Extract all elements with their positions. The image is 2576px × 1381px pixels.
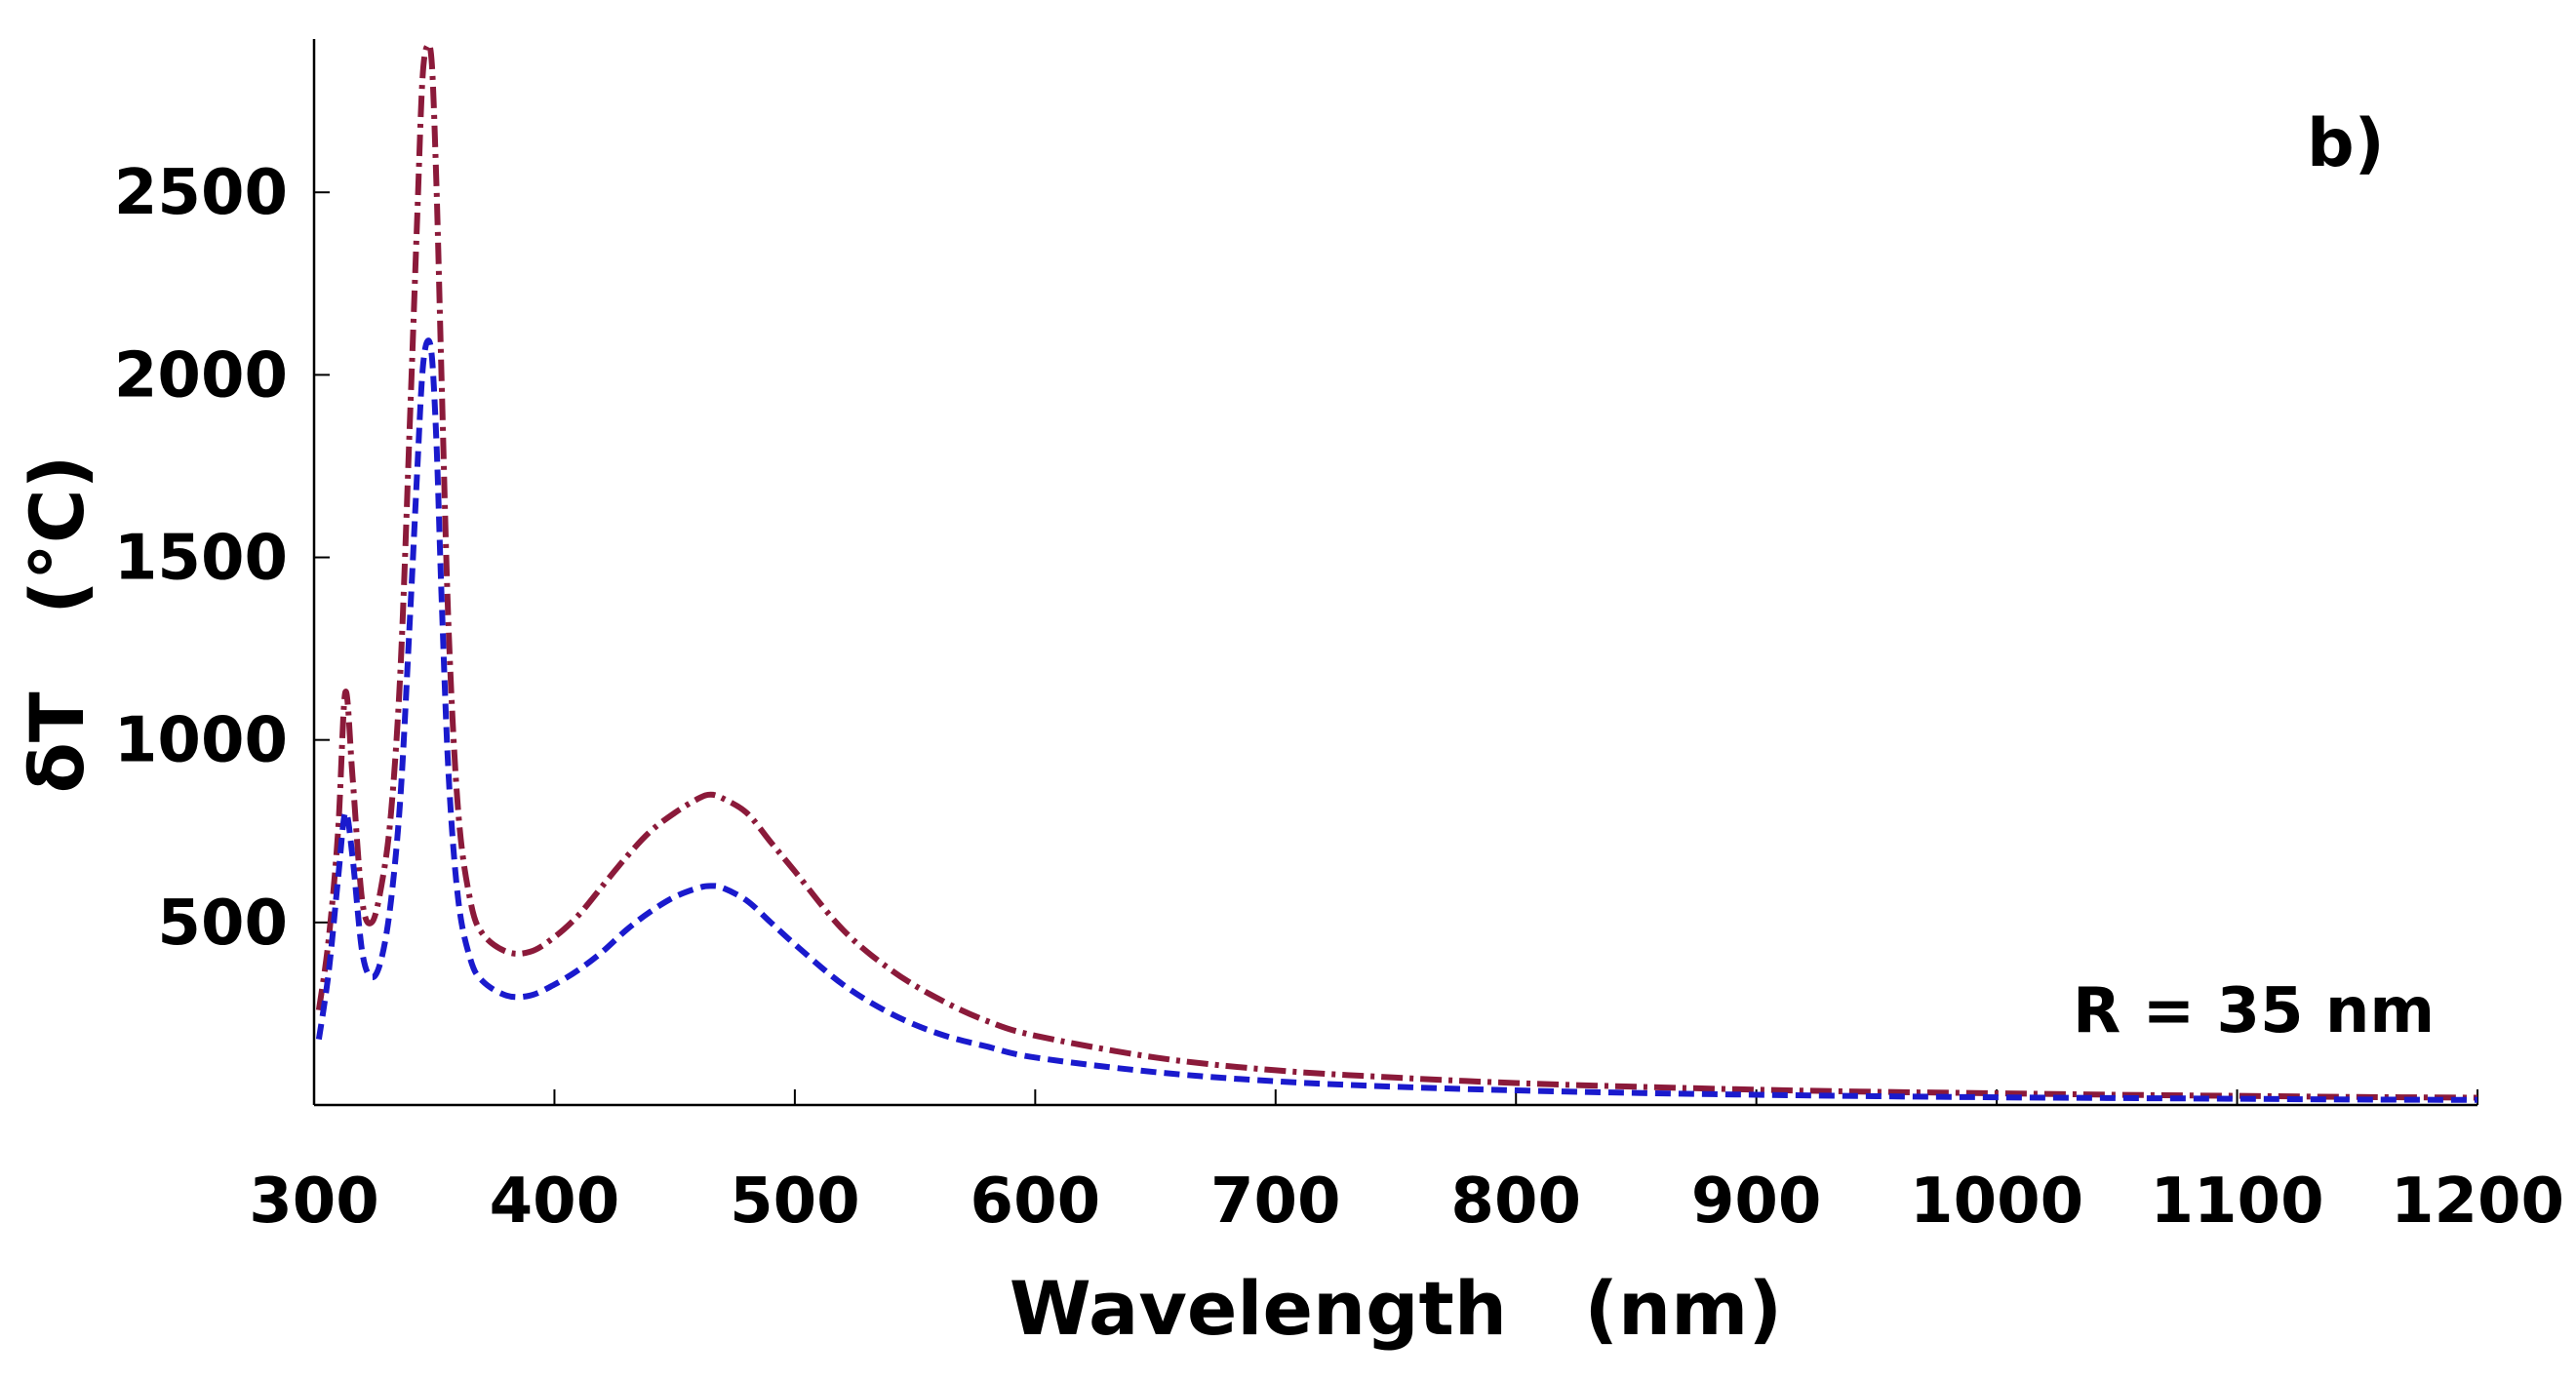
series-line-2 xyxy=(315,337,2478,1103)
x-tick-label: 800 xyxy=(1450,1165,1581,1238)
x-tick-label: 900 xyxy=(1691,1165,1822,1238)
x-tick-label: 500 xyxy=(730,1165,860,1238)
x-tick-label: 1000 xyxy=(1910,1165,2083,1238)
x-tick-label: 1200 xyxy=(2391,1165,2564,1238)
x-tick-label: 700 xyxy=(1210,1165,1341,1238)
y-ticks: 500 1000 1500 2000 2500 xyxy=(114,157,330,960)
radius-annotation: R = 35 nm xyxy=(2073,975,2435,1047)
x-axis-title: Wavelength (nm) xyxy=(1010,1265,1782,1352)
x-tick-label: 400 xyxy=(490,1165,620,1238)
panel-label: b) xyxy=(2307,105,2385,182)
y-axis-title: δT (°C) xyxy=(14,455,100,794)
series-group xyxy=(315,41,2478,1103)
x-tick-label: 600 xyxy=(971,1165,1101,1238)
x-tick-label: 1100 xyxy=(2150,1165,2323,1238)
x-ticks: 300 400 500 600 700 800 900 1000 1100 1200 xyxy=(249,1089,2564,1238)
series-line-1 xyxy=(315,41,2478,1101)
y-tick-label: 1500 xyxy=(114,523,288,595)
y-tick-label: 500 xyxy=(157,888,288,960)
y-tick-label: 2500 xyxy=(114,157,288,229)
y-tick-label: 2000 xyxy=(114,339,288,412)
x-tick-label: 300 xyxy=(249,1165,379,1238)
y-tick-label: 1000 xyxy=(114,705,288,777)
chart-axes xyxy=(312,39,2477,1107)
